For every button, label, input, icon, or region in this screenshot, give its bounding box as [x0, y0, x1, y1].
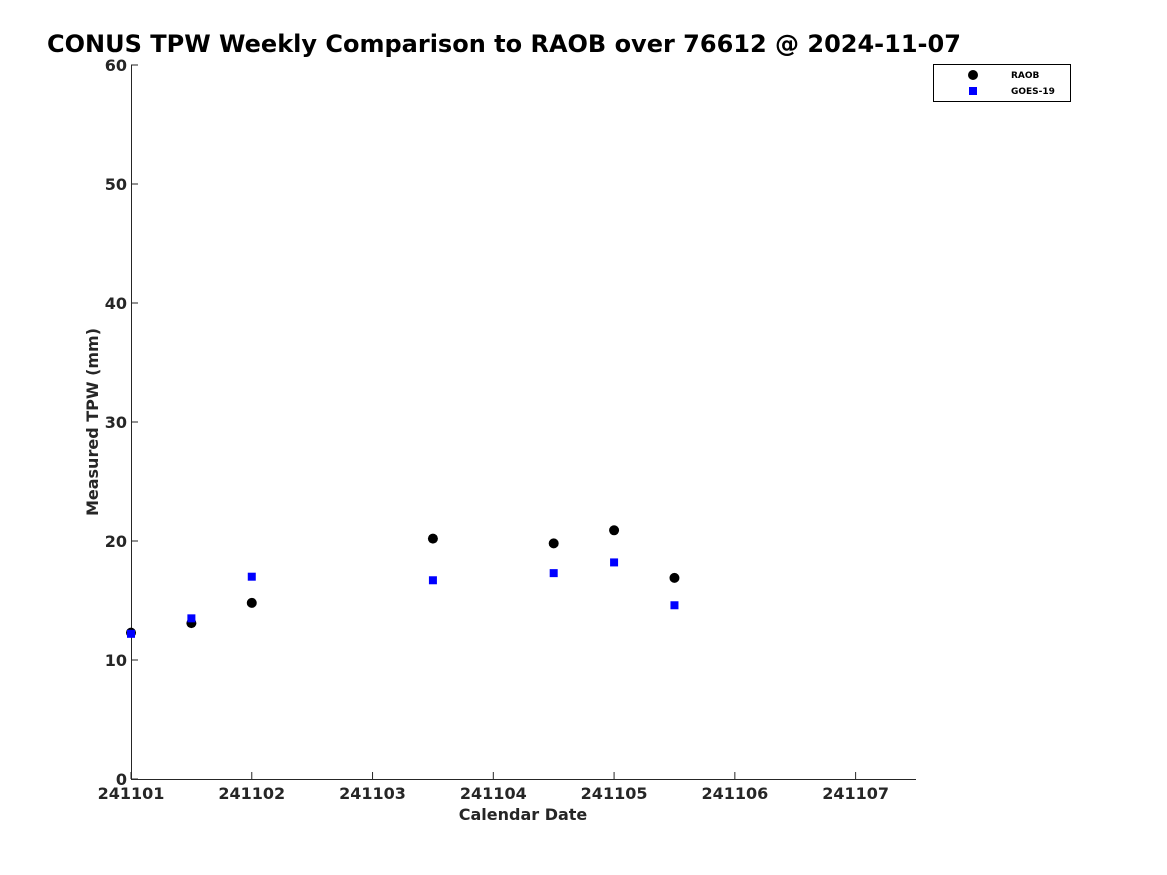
series-goes-19 — [127, 558, 679, 638]
y-tick-label: 20 — [105, 532, 127, 551]
y-tick-label: 50 — [105, 175, 127, 194]
x-tick-label: 241106 — [701, 784, 768, 803]
x-ticks: 241101 241102 241103 241104 241105 241106 2411… — [98, 772, 889, 803]
legend-marker — [968, 70, 978, 80]
x-tick-label: 241105 — [581, 784, 648, 803]
data-point — [548, 538, 559, 549]
legend-marker — [969, 87, 977, 95]
y-tick-label: 10 — [105, 651, 127, 670]
x-tick-label: 241101 — [98, 784, 165, 803]
legend-label: RAOB — [1011, 71, 1040, 81]
series-raob — [126, 525, 680, 638]
legend-box — [933, 64, 1071, 102]
data-point — [428, 576, 437, 585]
x-tick-label: 241103 — [339, 784, 406, 803]
data-point — [549, 569, 558, 578]
data-point — [609, 525, 620, 536]
x-axis-label: Calendar Date — [459, 805, 588, 824]
data-point — [187, 614, 196, 623]
y-tick-label: 40 — [105, 294, 127, 313]
data-points — [126, 525, 680, 638]
data-point — [670, 601, 679, 610]
y-tick-label: 30 — [105, 413, 127, 432]
legend: RAOB GOES-19 — [933, 64, 1071, 102]
x-tick-label: 241107 — [822, 784, 889, 803]
y-axis-label: Measured TPW (mm) — [83, 328, 102, 516]
x-tick-label: 241104 — [460, 784, 527, 803]
data-point — [427, 533, 438, 544]
y-ticks: 0 10 20 30 40 50 60 — [105, 56, 138, 789]
data-point — [247, 572, 256, 581]
x-tick-label: 241102 — [218, 784, 285, 803]
data-point — [610, 558, 619, 567]
legend-label: GOES-19 — [1011, 87, 1055, 97]
data-point — [246, 597, 257, 608]
chart-title: CONUS TPW Weekly Comparison to RAOB over… — [47, 30, 961, 58]
y-tick-label: 0 — [116, 770, 127, 789]
axes — [131, 65, 916, 780]
data-point — [669, 572, 680, 583]
y-tick-label: 60 — [105, 56, 127, 75]
data-point — [127, 629, 135, 638]
